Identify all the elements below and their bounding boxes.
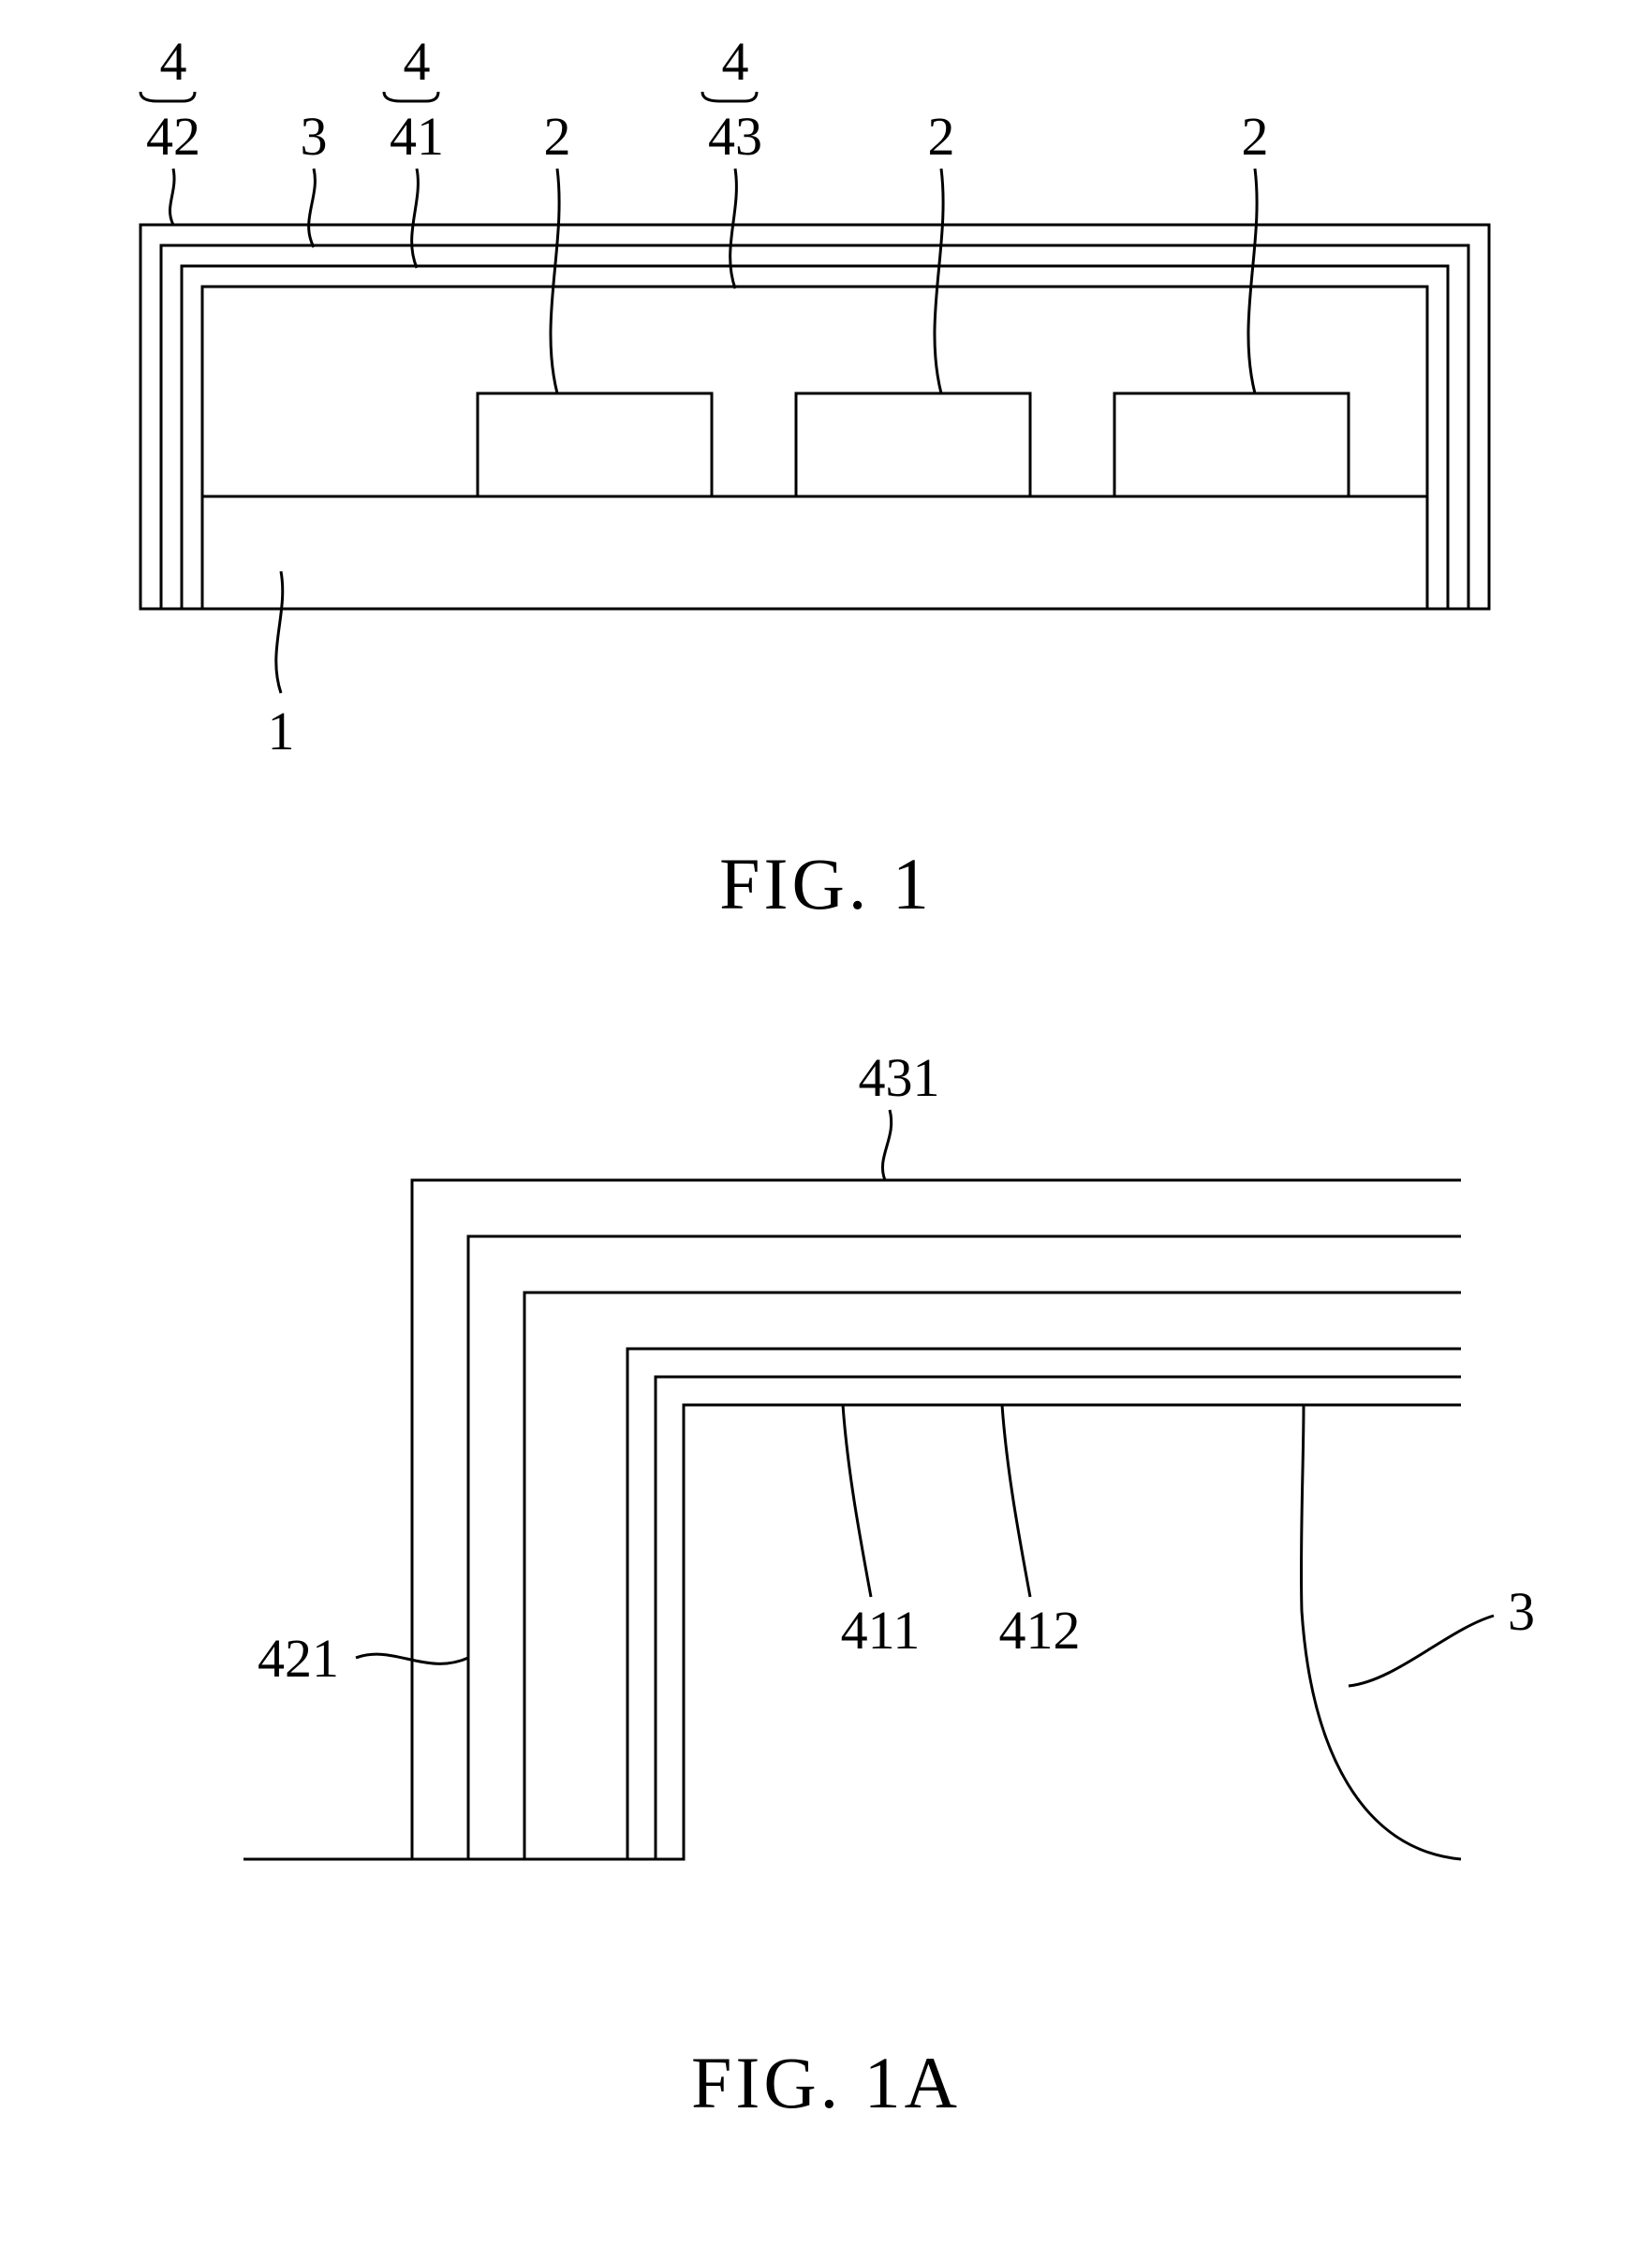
fig1-rect-3: [182, 266, 1448, 609]
label-41: 41: [390, 106, 444, 167]
label-2b: 2: [928, 106, 955, 167]
leader-43: [730, 169, 737, 288]
fig1a-layers: [243, 1180, 1461, 1859]
fig1-chips: [478, 393, 1349, 496]
fig1-caption: FIG. 1: [719, 843, 933, 924]
brace-43: [702, 92, 757, 101]
fig1-label-4-43: 4 43: [702, 31, 762, 288]
fig1-label-4-42: 4 42: [140, 31, 200, 225]
leader-region-3: [1349, 1616, 1494, 1686]
brace-42: [140, 92, 195, 101]
label-2a: 2: [544, 106, 571, 167]
fig1-label-4-41: 4 41: [384, 31, 444, 268]
leader-1: [276, 571, 283, 693]
label-42: 42: [146, 106, 200, 167]
leader-42: [170, 169, 174, 225]
leader-2c: [1248, 169, 1257, 393]
leader-2a: [551, 169, 559, 393]
label-411: 411: [841, 1600, 921, 1661]
fig1-chip-3: [1114, 393, 1349, 496]
figure-canvas: 4 42 3 4 41 2: [0, 0, 1652, 2261]
fig1a-break-curve: [1301, 1405, 1461, 1859]
leader-3: [309, 169, 316, 247]
label-1: 1: [268, 701, 295, 761]
fig1-rect-2: [161, 245, 1468, 609]
fig1-top-labels: 4 42 3 4 41 2: [140, 31, 1269, 393]
fig1-chip-2: [796, 393, 1030, 496]
label-431: 431: [859, 1047, 940, 1108]
fig1a-L-0: [243, 1180, 1461, 1859]
fig1-label-2b: 2: [928, 106, 955, 393]
fig1-group: 4 42 3 4 41 2: [140, 31, 1489, 924]
label-421: 421: [258, 1628, 339, 1689]
fig1a-group: 431 421 411 412 3 FIG. 1A: [243, 1047, 1535, 2123]
leader-411: [843, 1405, 871, 1597]
fig1-layers: [140, 225, 1489, 609]
fig1-rect-outer: [140, 225, 1489, 609]
fig1a-L-1: [243, 1236, 1461, 1859]
leader-41: [412, 169, 419, 268]
label-3: 3: [301, 106, 328, 167]
leader-431: [882, 1110, 891, 1180]
leader-2b: [935, 169, 943, 393]
label-43: 43: [708, 106, 762, 167]
label-4-over-41-top: 4: [404, 31, 431, 92]
fig1a-labels: 431 421 411 412 3: [258, 1047, 1535, 1689]
label-region-3: 3: [1508, 1581, 1535, 1642]
label-4-over-43-top: 4: [722, 31, 749, 92]
fig1-substrate-label: 1: [268, 571, 295, 761]
brace-41: [384, 92, 438, 101]
leader-412: [1002, 1405, 1030, 1597]
fig1-label-2c: 2: [1242, 106, 1269, 393]
label-412: 412: [999, 1600, 1081, 1661]
fig1-label-2a: 2: [544, 106, 571, 393]
fig1-rect-4: [202, 287, 1427, 609]
label-4-over-42-top: 4: [160, 31, 187, 92]
fig1a-caption: FIG. 1A: [691, 2042, 961, 2123]
fig1-chip-1: [478, 393, 712, 496]
label-2c: 2: [1242, 106, 1269, 167]
